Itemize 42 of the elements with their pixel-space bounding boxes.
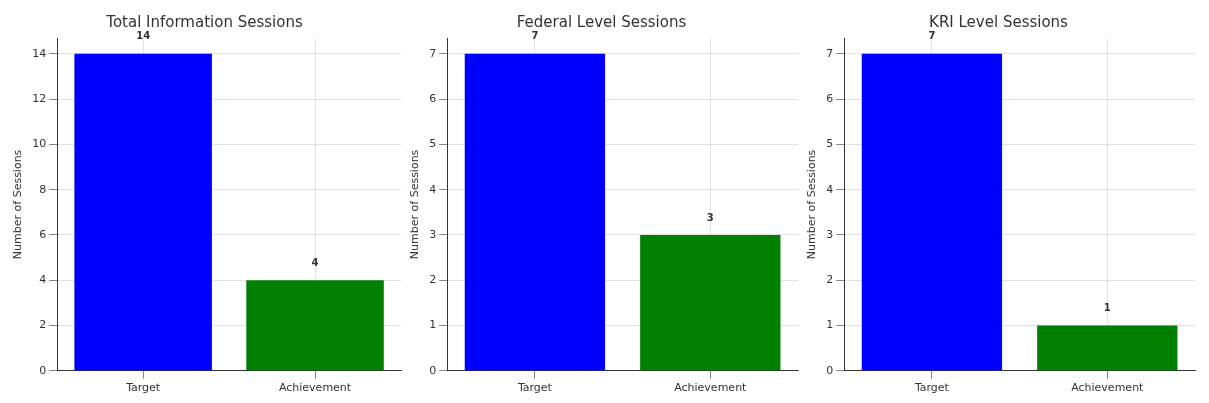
y-tick-label: 4 (39, 273, 47, 287)
y-tick-label: 12 (32, 91, 47, 105)
y-tick-label: 0 (826, 363, 834, 377)
y-tick-label: 8 (39, 182, 47, 196)
data-label: 3 (706, 211, 714, 223)
y-tick-label: 1 (826, 318, 834, 332)
data-label: 7 (928, 30, 936, 42)
y-tick-label: 2 (826, 273, 834, 287)
x-tick-label: Target (125, 381, 161, 395)
x-tick-label: Target (913, 381, 950, 395)
data-label: 1 (1103, 302, 1111, 314)
y-tick-label: 1 (429, 318, 437, 332)
y-axis-title: Number of Sessions (11, 149, 25, 260)
y-tick-label: 14 (32, 46, 47, 60)
chart-title: Federal Level Sessions (516, 12, 687, 31)
y-tick-label: 3 (429, 227, 437, 241)
y-tick-label: 5 (429, 137, 437, 151)
y-tick-label: 6 (39, 227, 47, 241)
y-axis-title: Number of Sessions (805, 149, 819, 260)
y-tick-label: 4 (826, 182, 834, 196)
y-tick-label: 0 (39, 363, 47, 377)
y-tick-label: 7 (826, 46, 834, 60)
chart-title: KRI Level Sessions (929, 12, 1069, 31)
data-label: 7 (531, 30, 539, 42)
chart-title: Total Information Sessions (105, 12, 303, 31)
y-tick-label: 4 (429, 182, 437, 196)
y-axis-title: Number of Sessions (408, 149, 422, 260)
data-label: 14 (136, 30, 151, 42)
y-tick-label: 6 (429, 91, 437, 105)
y-tick-label: 3 (826, 227, 834, 241)
x-tick-label: Target (516, 381, 553, 395)
y-tick-label: 2 (429, 273, 437, 287)
y-tick-label: 2 (39, 318, 47, 332)
y-tick-label: 10 (32, 137, 47, 151)
y-tick-label: 7 (429, 46, 437, 60)
x-tick-label: Achievement (674, 381, 748, 395)
data-label: 4 (311, 256, 319, 268)
x-tick-label: Achievement (278, 381, 352, 395)
y-tick-label: 5 (826, 137, 834, 151)
x-tick-label: Achievement (1071, 381, 1145, 395)
y-tick-label: 6 (826, 91, 834, 105)
y-tick-label: 0 (429, 363, 437, 377)
